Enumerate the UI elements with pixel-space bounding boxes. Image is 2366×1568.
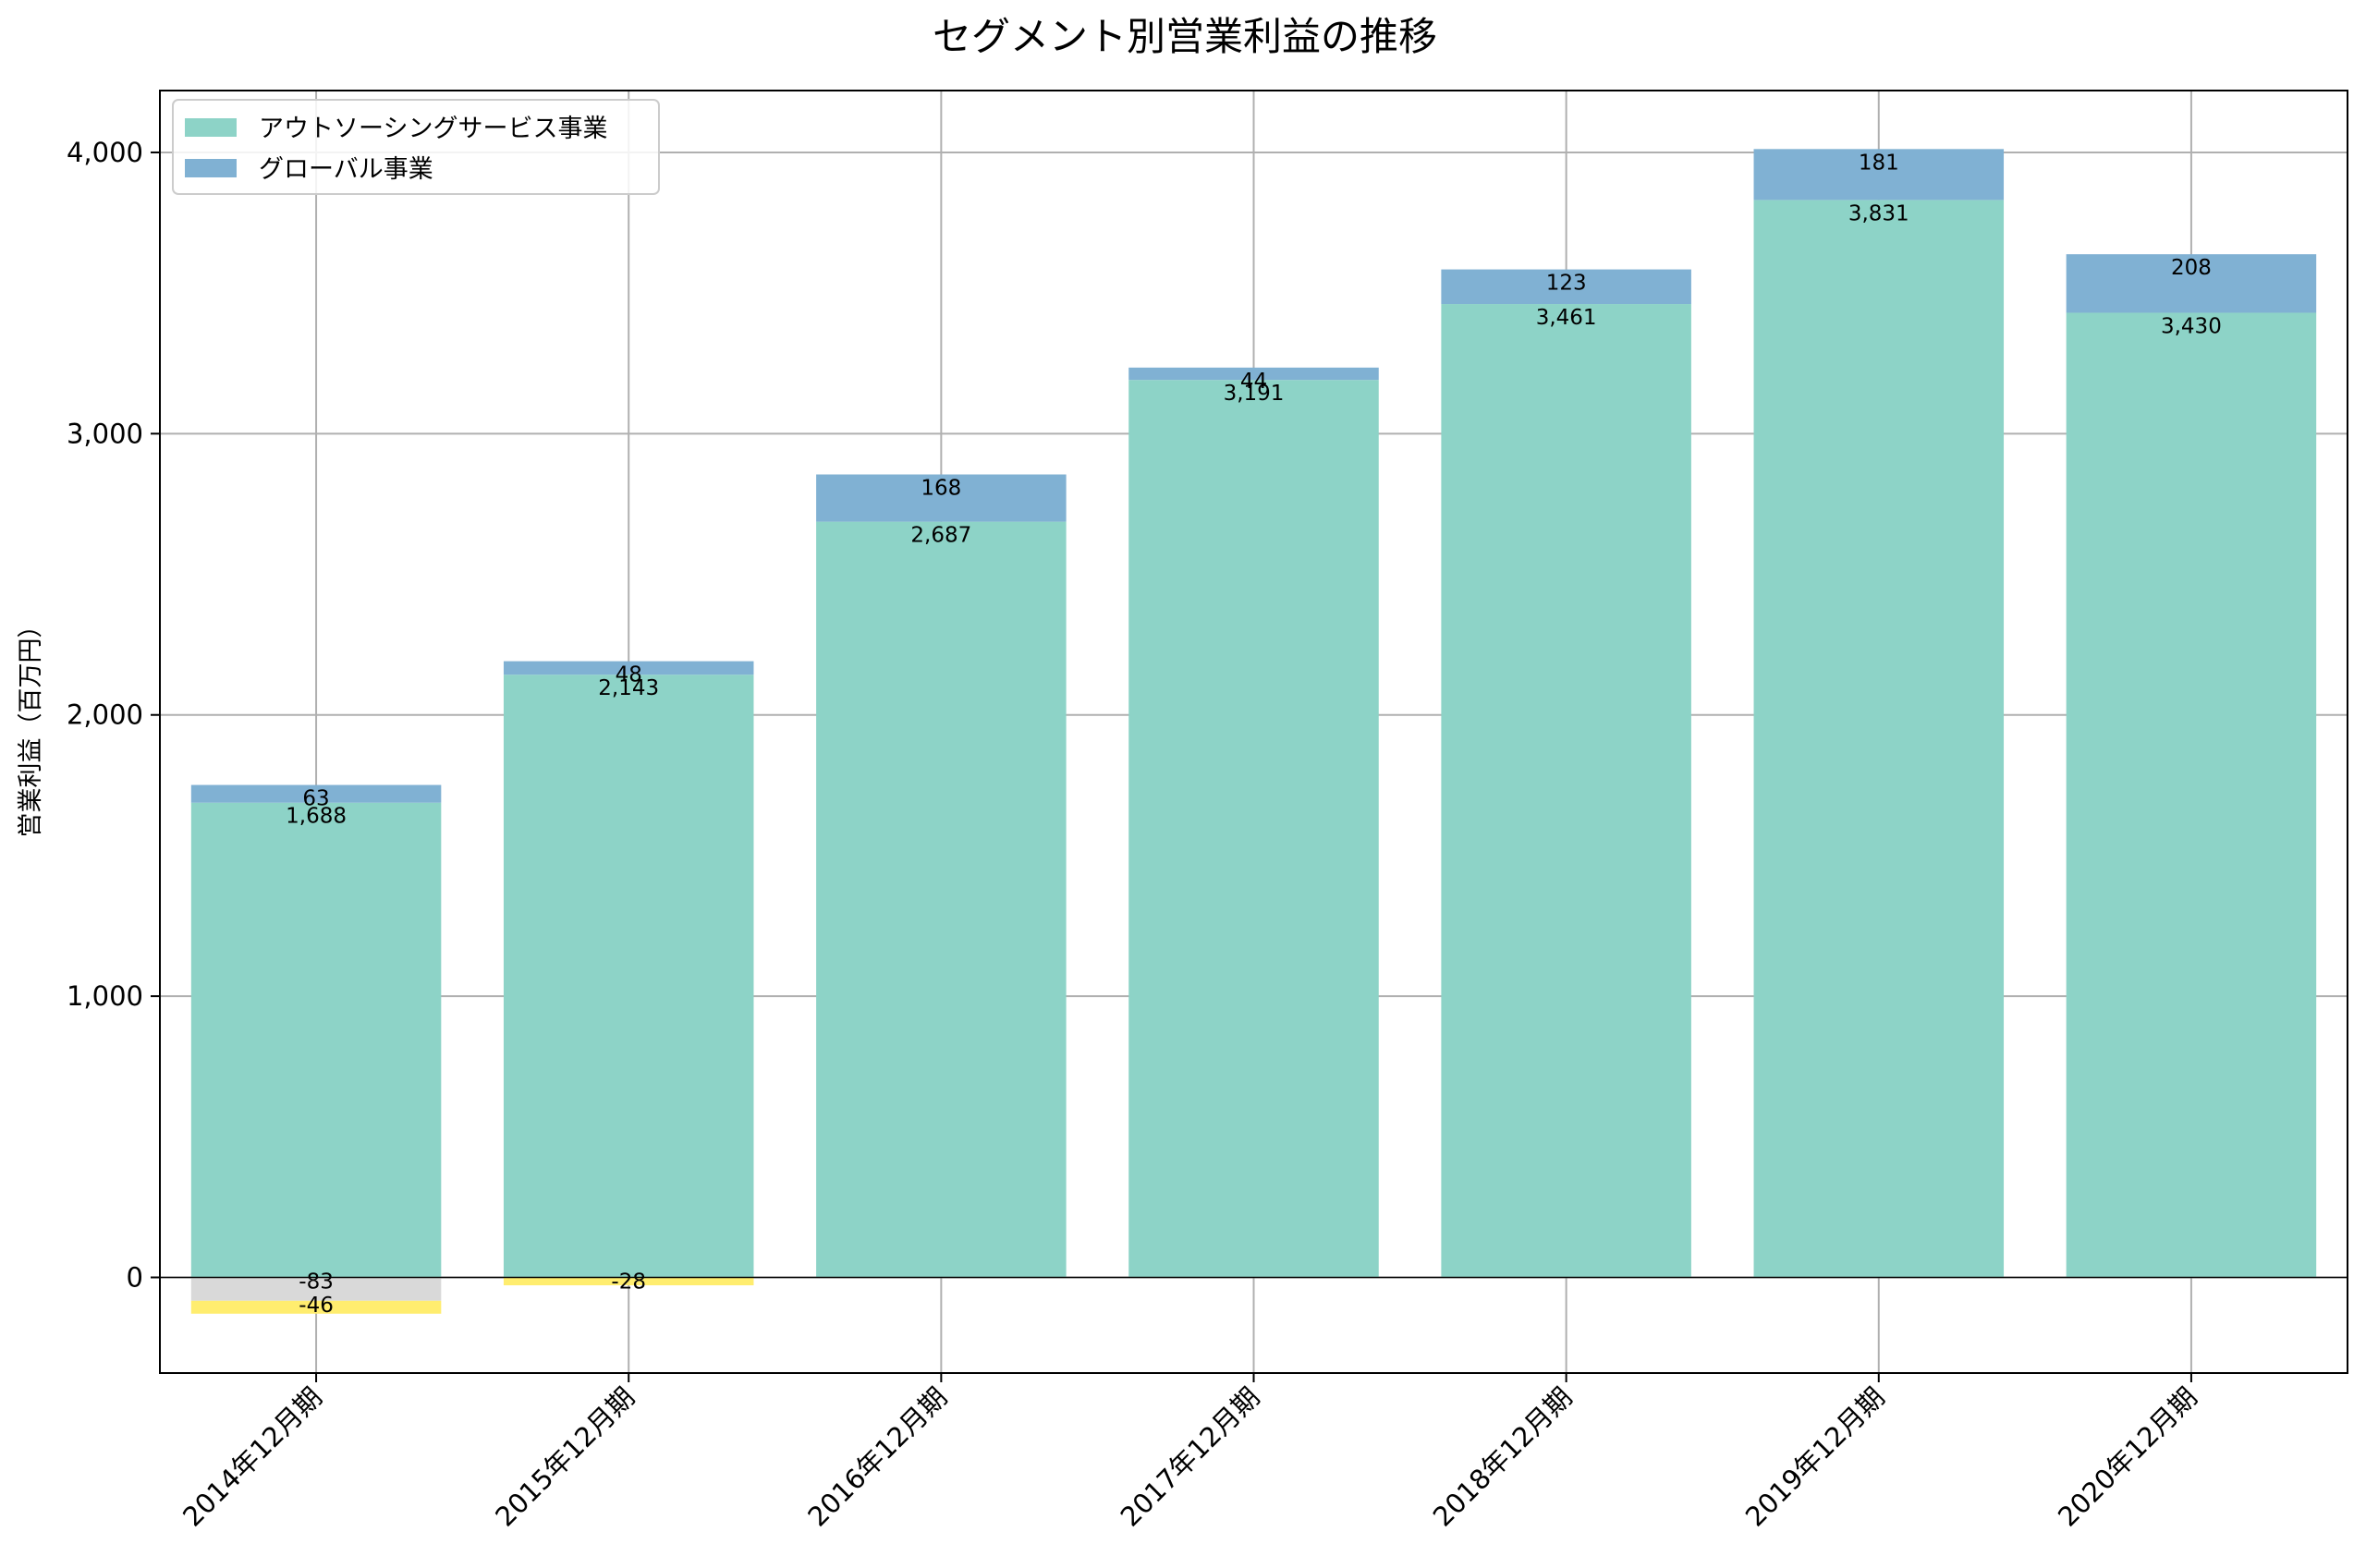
data-label: -28	[611, 1270, 646, 1295]
data-label: 3,430	[2161, 314, 2222, 338]
data-label: 208	[2171, 256, 2212, 280]
bar-series0-2	[816, 521, 1067, 1278]
bar-series1-0	[190, 784, 442, 803]
bars	[190, 149, 2317, 1314]
bar-series0-5	[1753, 200, 2005, 1278]
data-label: 3,461	[1536, 306, 1597, 330]
bar-series3-1	[503, 1277, 754, 1286]
data-label: 123	[1546, 272, 1587, 296]
y-tick-label: 0	[127, 1262, 143, 1294]
legend-swatch	[185, 159, 237, 177]
y-axis-ticks: 0 1,000 2,000 3,000 4,000	[67, 137, 160, 1294]
bar-series0-6	[2066, 312, 2317, 1278]
legend-entry-label: グローバル事業	[259, 155, 433, 184]
data-label: 3,831	[1848, 201, 1909, 225]
y-axis-label: 営業利益（百万円）	[17, 614, 45, 838]
data-label: -83	[299, 1270, 334, 1295]
bar-series0-1	[503, 675, 754, 1278]
y-tick-label: 4,000	[67, 137, 143, 168]
data-label: 181	[1859, 151, 1899, 175]
data-label: 168	[921, 476, 961, 500]
data-label: 44	[1240, 370, 1267, 394]
bar-series1-4	[1441, 269, 1691, 305]
y-tick-label: 3,000	[67, 418, 143, 449]
bar-series0-3	[1128, 380, 1379, 1278]
bar-series2-0	[190, 1277, 442, 1301]
legend-box	[172, 99, 660, 195]
data-label: 2,687	[910, 524, 971, 548]
data-label: 48	[616, 663, 642, 687]
bar-series0-0	[190, 802, 442, 1278]
bar-series1-5	[1753, 149, 2005, 201]
data-label: 1,688	[286, 805, 347, 829]
y-tick-label: 2,000	[67, 699, 143, 731]
bar-series3-0	[190, 1300, 442, 1314]
bar-series1-2	[816, 474, 1067, 522]
data-label: 2,143	[598, 676, 659, 700]
bar-series0-4	[1441, 304, 1691, 1278]
data-label: 3,191	[1224, 382, 1285, 406]
chart-title: セグメント別営業利益の推移	[933, 14, 1437, 59]
data-label: -46	[299, 1294, 334, 1318]
bar-series1-3	[1128, 367, 1379, 381]
bar-series1-1	[503, 661, 754, 675]
y-tick-label: 1,000	[67, 980, 143, 1012]
legend-entry-label: アウトソーシングサービス事業	[259, 115, 607, 143]
legend-swatch	[185, 118, 237, 137]
bar-series1-6	[2066, 254, 2317, 313]
data-label: 63	[302, 787, 329, 811]
